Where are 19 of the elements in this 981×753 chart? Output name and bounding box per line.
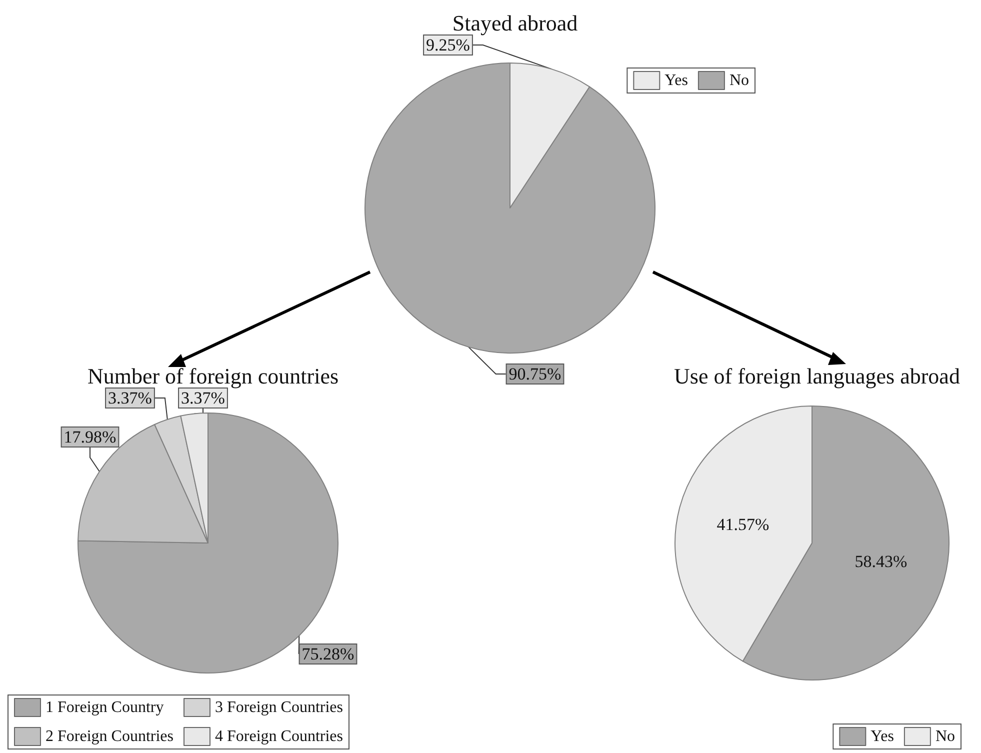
data-label: 75.28% xyxy=(302,644,354,664)
data-label: 3.37% xyxy=(108,388,152,408)
chart-title: Use of foreign languages abroad xyxy=(674,364,960,388)
data-label: 90.75% xyxy=(508,364,562,384)
legend-label: 2 Foreign Countries xyxy=(46,728,174,745)
legend-label: 3 Foreign Countries xyxy=(214,699,343,716)
chart-title: Stayed abroad xyxy=(452,10,578,36)
legend-label: No xyxy=(729,72,750,89)
data-label: 3.37% xyxy=(181,388,225,408)
legend-label: 1 Foreign Country xyxy=(46,699,164,716)
data-label: 17.98% xyxy=(64,428,116,446)
legend-label: Yes xyxy=(870,728,894,745)
legend-label: No xyxy=(935,728,956,745)
data-label: 41.57% xyxy=(716,514,770,534)
chart-title: Number of foreign countries xyxy=(87,364,339,388)
data-label: 58.43% xyxy=(854,552,908,572)
legend-label: 4 Foreign Countries xyxy=(214,728,343,745)
data-label: 9.25% xyxy=(426,36,470,54)
legend-label: Yes xyxy=(664,72,688,89)
